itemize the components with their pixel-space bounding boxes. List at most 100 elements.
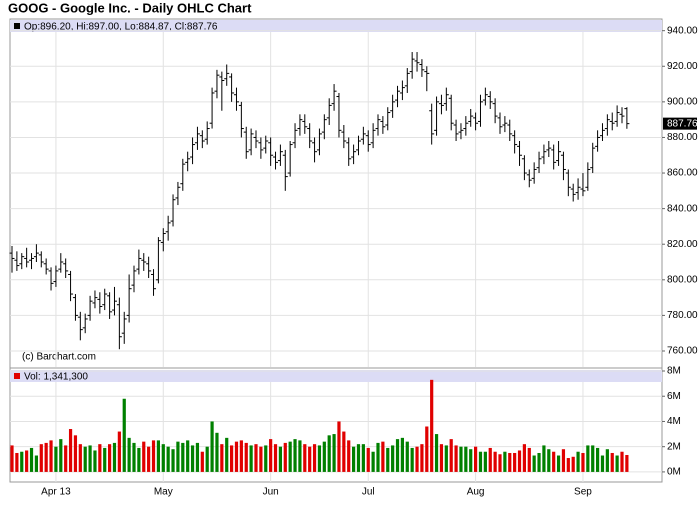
volume-bar	[303, 444, 307, 472]
y-tick-label: 800.00	[667, 274, 698, 285]
volume-bar	[596, 447, 600, 472]
y-tick-label: 6M	[667, 391, 681, 402]
quote-swatch	[14, 23, 20, 29]
volume-bar	[39, 444, 43, 472]
volume-bar	[244, 442, 248, 472]
volume-bar	[400, 437, 404, 472]
volume-bar	[517, 450, 522, 472]
volume-bar	[151, 440, 156, 472]
volume-bar	[605, 449, 609, 472]
volume-bar	[361, 444, 365, 472]
volume-bar	[103, 447, 107, 472]
volume-bar	[108, 444, 112, 472]
last-price-label: 887.76	[667, 118, 698, 129]
volume-bar	[478, 451, 483, 472]
volume-bar	[600, 455, 605, 472]
y-tick-label: 820.00	[667, 239, 698, 250]
volume-bar	[420, 444, 424, 472]
volume-bar	[552, 451, 556, 472]
volume-bar	[415, 446, 419, 472]
volume-bar	[293, 439, 297, 472]
volume-bar	[542, 445, 546, 472]
volume-bar	[278, 446, 282, 472]
volume-bar	[376, 442, 380, 472]
volume-bar	[64, 445, 68, 472]
volume-bar	[347, 440, 351, 472]
volume-bar	[434, 434, 439, 472]
volume-bar	[522, 444, 526, 472]
volume-bar	[190, 445, 195, 472]
volume-bar	[366, 447, 370, 472]
last-price-box	[663, 117, 697, 130]
y-tick-label: 8M	[667, 366, 681, 377]
volume-bar	[225, 437, 229, 472]
volume-bar	[20, 451, 24, 472]
volume-bar	[337, 421, 341, 472]
x-tick-label: Aug	[467, 487, 485, 498]
volume-bar	[513, 452, 517, 472]
volume-bar	[620, 451, 624, 472]
volume-bar	[127, 437, 131, 472]
volume-bar	[556, 455, 561, 472]
volume-bar	[200, 451, 204, 472]
volume-bar	[342, 431, 346, 472]
volume-bar	[93, 450, 97, 472]
volume-bar	[356, 444, 361, 472]
volume-bar	[73, 435, 78, 472]
volume-bar	[269, 439, 273, 472]
volume-bar	[615, 455, 619, 472]
y-tick-label: 840.00	[667, 203, 698, 214]
volume-bar	[25, 450, 29, 472]
volume-bar	[273, 444, 278, 472]
volume-bar	[547, 449, 551, 472]
volume-bar	[308, 446, 312, 472]
volume-bar	[395, 439, 400, 472]
volume-bar	[586, 445, 590, 472]
volume-bar	[317, 445, 322, 472]
volume-bar	[166, 446, 170, 472]
x-tick-label: Sep	[574, 487, 592, 498]
volume-bar	[527, 447, 531, 472]
volume-bar	[322, 441, 326, 472]
volume-bar	[254, 444, 258, 472]
volume-bar	[581, 452, 585, 472]
volume-bar	[591, 445, 595, 472]
volume-bar	[537, 452, 541, 472]
volume-bar	[186, 440, 190, 472]
volume-bar	[205, 446, 209, 472]
volume-bar	[327, 435, 331, 472]
volume-bar	[147, 446, 151, 472]
volume-bar	[381, 441, 385, 472]
volume-bar	[142, 441, 146, 472]
volume-bar	[68, 429, 73, 472]
volume-bar	[181, 442, 185, 472]
y-tick-label: 2M	[667, 441, 681, 452]
volume-bar	[352, 446, 356, 472]
plot-frame	[9, 18, 663, 483]
x-tick-label: May	[154, 487, 173, 498]
volume-swatch	[14, 373, 20, 379]
volume-bar	[610, 452, 614, 472]
volume-bar	[220, 444, 224, 472]
volume-bar	[171, 449, 175, 472]
volume-bar	[576, 451, 580, 472]
volume-bar	[430, 379, 434, 472]
volume-bar	[508, 452, 512, 472]
volume-bar	[117, 431, 121, 472]
volume-bar	[230, 445, 234, 472]
y-tick-label: 860.00	[667, 168, 698, 179]
volume-bar	[215, 432, 219, 472]
volume-bar	[59, 439, 63, 472]
quote-label: Op:896.20, Hi:897.00, Lo:884.87, Cl:887.…	[24, 22, 218, 33]
volume-bar	[386, 447, 390, 472]
volume-bar	[156, 440, 160, 472]
volume-bar	[449, 439, 453, 472]
volume-bar	[264, 445, 268, 472]
volume-bar	[83, 446, 87, 472]
volume-bar	[15, 452, 19, 472]
y-tick-label: 940.00	[667, 25, 698, 36]
volume-bar	[176, 441, 180, 472]
volume-bar	[10, 445, 14, 472]
volume-label: Vol: 1,341,300	[24, 372, 88, 383]
volume-bar	[54, 446, 58, 472]
